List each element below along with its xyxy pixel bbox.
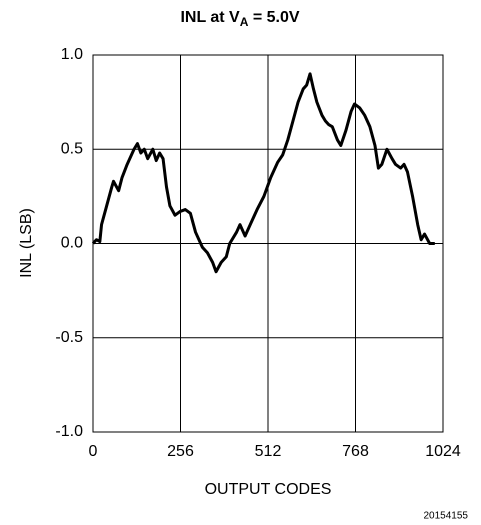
- y-tick-label: 1.0: [61, 46, 83, 63]
- annotation: 20154155: [424, 511, 469, 522]
- title-subscript: A: [240, 15, 249, 29]
- y-axis-label: INL (LSB): [18, 208, 35, 278]
- y-tick-label: 0.0: [61, 235, 83, 252]
- x-tick-label: 768: [342, 443, 369, 460]
- x-tick-label: 1024: [425, 443, 461, 460]
- title-part: = 5.0V: [248, 9, 299, 26]
- y-tick-label: -0.5: [55, 329, 83, 346]
- x-tick-label: 256: [167, 443, 194, 460]
- x-tick-label: 512: [255, 443, 282, 460]
- title-part: INL at V: [180, 9, 240, 26]
- x-tick-label: 0: [89, 443, 98, 460]
- chart-title: INL at VA = 5.0V: [180, 9, 299, 29]
- data-line: [91, 72, 435, 274]
- x-axis-label: OUTPUT CODES: [205, 481, 332, 498]
- y-tick-label: -1.0: [55, 423, 83, 440]
- y-tick-label: 0.5: [61, 140, 83, 157]
